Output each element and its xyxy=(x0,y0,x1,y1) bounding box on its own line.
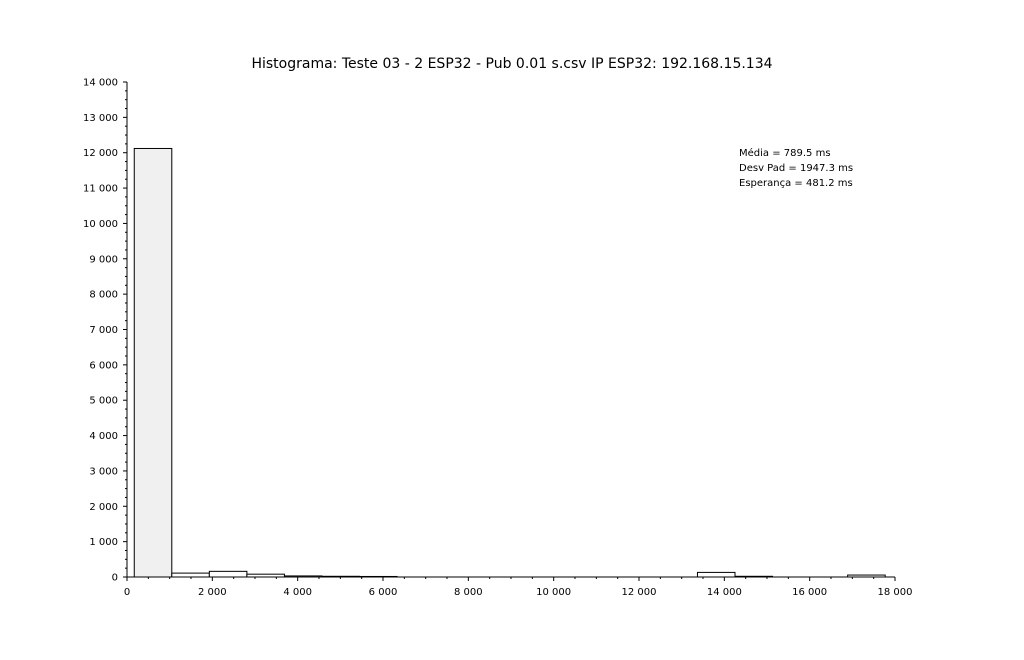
y-tick-label: 2 000 xyxy=(89,502,118,513)
bars-group xyxy=(133,147,886,578)
stats-annotation-line: Esperança = 481.2 ms xyxy=(739,178,853,189)
x-tick-label: 10 000 xyxy=(536,587,571,598)
histogram-bar xyxy=(696,571,736,578)
histogram-bar xyxy=(208,570,248,578)
y-tick-label: 3 000 xyxy=(89,466,118,477)
x-tick-label: 8 000 xyxy=(454,587,483,598)
x-tick-label: 2 000 xyxy=(198,587,227,598)
x-tick-label: 4 000 xyxy=(283,587,312,598)
axes-group: 0 1 000 2 000 3 000 4 000 5 000 6 000 7 000 8 00… xyxy=(83,78,913,599)
x-tick-label: 16 000 xyxy=(792,587,827,598)
x-tick-label: 0 xyxy=(124,587,130,598)
y-tick-label: 5 000 xyxy=(89,396,118,407)
y-tick-label: 14 000 xyxy=(83,78,118,89)
y-tick-label: 10 000 xyxy=(83,219,118,230)
x-tick-label: 6 000 xyxy=(369,587,398,598)
stats-annotation-line: Média = 789.5 ms xyxy=(739,147,831,159)
x-tick-label: 12 000 xyxy=(622,587,657,598)
x-tick-label: 18 000 xyxy=(878,587,913,598)
y-tick-label: 0 xyxy=(112,573,118,584)
y-tick-label: 7 000 xyxy=(89,325,118,336)
y-tick-label: 13 000 xyxy=(83,113,118,124)
chart-title: Histograma: Teste 03 - 2 ESP32 - Pub 0.0… xyxy=(251,56,772,72)
histogram-bar xyxy=(133,147,173,578)
y-tick-label: 4 000 xyxy=(89,431,118,442)
y-tick-label: 1 000 xyxy=(89,537,118,548)
histogram-bar xyxy=(171,572,210,578)
stats-annotation: Média = 789.5 ms Desv Pad = 1947.3 ms Espe… xyxy=(739,147,853,189)
y-tick-label: 8 000 xyxy=(89,290,118,301)
y-tick-label: 12 000 xyxy=(83,148,118,159)
stats-annotation-line: Desv Pad = 1947.3 ms xyxy=(739,163,853,174)
y-tick-label: 6 000 xyxy=(89,360,118,371)
x-tick-label: 14 000 xyxy=(707,587,742,598)
y-tick-label: 11 000 xyxy=(83,184,118,195)
y-tick-label: 9 000 xyxy=(89,254,118,265)
